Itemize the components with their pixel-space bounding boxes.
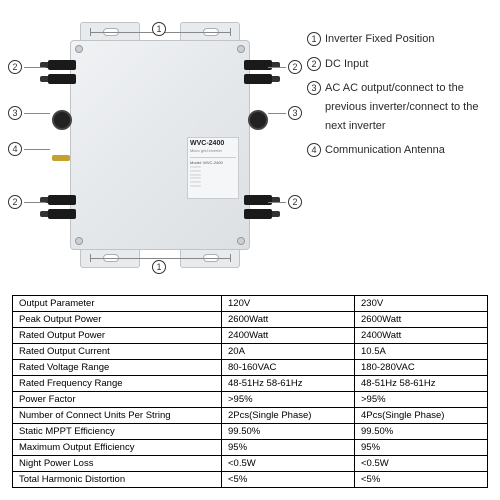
table-cell: <0.5W	[355, 456, 488, 472]
table-cell: Number of Connect Units Per String	[13, 408, 222, 424]
table-cell: 4Pcs(Single Phase)	[355, 408, 488, 424]
table-cell: Rated Output Power	[13, 328, 222, 344]
table-row: Peak Output Power2600Watt2600Watt	[13, 312, 488, 328]
spec-table: Output Parameter120V230VPeak Output Powe…	[12, 295, 488, 488]
legend-text: Inverter Fixed Position	[325, 30, 492, 49]
table-cell: 2600Watt	[222, 312, 355, 328]
device-subtitle: Micro grid inverter	[190, 149, 236, 154]
dc-connector	[48, 209, 76, 219]
table-cell: 2600Watt	[355, 312, 488, 328]
table-cell: 2400Watt	[355, 328, 488, 344]
dc-connector	[48, 74, 76, 84]
callout-2r: 2	[288, 60, 302, 74]
table-row: Output Parameter120V230V	[13, 296, 488, 312]
table-cell: 48-51Hz 58-61Hz	[355, 376, 488, 392]
device-nameplate: WVC-2400 Micro grid inverter Model: WVC-…	[187, 137, 239, 199]
table-row: Number of Connect Units Per String2Pcs(S…	[13, 408, 488, 424]
ac-port	[248, 110, 268, 130]
dc-connector	[48, 60, 76, 70]
dc-connector	[244, 209, 272, 219]
table-cell: <5%	[222, 472, 355, 488]
dc-connector	[244, 74, 272, 84]
table-cell: <0.5W	[222, 456, 355, 472]
legend: 1 Inverter Fixed Position 2 DC Input 3 A…	[307, 30, 492, 166]
device-model: WVC-2400	[190, 140, 236, 147]
table-row: Rated Output Current20A10.5A	[13, 344, 488, 360]
callout-1b: 1	[152, 260, 166, 274]
inverter-device: WVC-2400 Micro grid inverter Model: WVC-…	[30, 10, 290, 280]
ac-port	[52, 110, 72, 130]
table-cell: Night Power Loss	[13, 456, 222, 472]
callout-2rb: 2	[288, 195, 302, 209]
table-row: Static MPPT Efficiency99.50%99.50%	[13, 424, 488, 440]
table-row: Rated Voltage Range80-160VAC180-280VAC	[13, 360, 488, 376]
table-cell: 80-160VAC	[222, 360, 355, 376]
table-cell: Output Parameter	[13, 296, 222, 312]
dc-connector	[48, 195, 76, 205]
legend-item: 4 Communication Antenna	[307, 141, 492, 160]
legend-num: 1	[307, 32, 321, 46]
table-cell: 180-280VAC	[355, 360, 488, 376]
table-cell: Static MPPT Efficiency	[13, 424, 222, 440]
table-cell: Maximum Output Efficiency	[13, 440, 222, 456]
table-cell: >95%	[222, 392, 355, 408]
table-cell: 95%	[355, 440, 488, 456]
legend-num: 2	[307, 57, 321, 71]
table-cell: 20A	[222, 344, 355, 360]
table-cell: 2Pcs(Single Phase)	[222, 408, 355, 424]
table-row: Total Harmonic Distortion<5%<5%	[13, 472, 488, 488]
callout-4: 4	[8, 142, 22, 156]
legend-text: Communication Antenna	[325, 141, 492, 160]
callout-3r: 3	[288, 106, 302, 120]
table-cell: Power Factor	[13, 392, 222, 408]
table-cell: 48-51Hz 58-61Hz	[222, 376, 355, 392]
diagram-section: WVC-2400 Micro grid inverter Model: WVC-…	[0, 0, 500, 290]
legend-item: 1 Inverter Fixed Position	[307, 30, 492, 49]
table-cell: Peak Output Power	[13, 312, 222, 328]
antenna-icon	[52, 155, 70, 161]
table-cell: 99.50%	[222, 424, 355, 440]
table-row: Rated Output Power2400Watt2400Watt	[13, 328, 488, 344]
table-cell: 10.5A	[355, 344, 488, 360]
callout-3: 3	[8, 106, 22, 120]
legend-text: DC Input	[325, 55, 492, 74]
table-cell: 120V	[222, 296, 355, 312]
table-cell: Total Harmonic Distortion	[13, 472, 222, 488]
legend-item: 2 DC Input	[307, 55, 492, 74]
legend-item: 3 AC AC output/connect to the previous i…	[307, 79, 492, 135]
callout-2: 2	[8, 60, 22, 74]
dc-connector	[244, 195, 272, 205]
device-body: WVC-2400 Micro grid inverter Model: WVC-…	[70, 40, 250, 250]
table-cell: Rated Frequency Range	[13, 376, 222, 392]
table-row: Power Factor>95%>95%	[13, 392, 488, 408]
legend-num: 3	[307, 81, 321, 95]
table-cell: 230V	[355, 296, 488, 312]
table-row: Maximum Output Efficiency95%95%	[13, 440, 488, 456]
table-cell: Rated Output Current	[13, 344, 222, 360]
table-cell: <5%	[355, 472, 488, 488]
dc-connector	[244, 60, 272, 70]
table-row: Night Power Loss<0.5W<0.5W	[13, 456, 488, 472]
table-cell: 95%	[222, 440, 355, 456]
table-cell: >95%	[355, 392, 488, 408]
legend-text: AC AC output/connect to the previous inv…	[325, 79, 492, 135]
table-row: Rated Frequency Range48-51Hz 58-61Hz48-5…	[13, 376, 488, 392]
table-cell: Rated Voltage Range	[13, 360, 222, 376]
legend-num: 4	[307, 143, 321, 157]
callout-2b: 2	[8, 195, 22, 209]
table-cell: 99.50%	[355, 424, 488, 440]
table-cell: 2400Watt	[222, 328, 355, 344]
device-model-line: Model: WVC-2400	[190, 157, 236, 165]
callout-1: 1	[152, 22, 166, 36]
